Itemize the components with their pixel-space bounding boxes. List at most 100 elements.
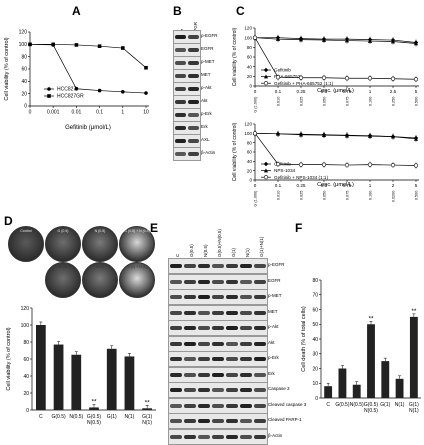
bar xyxy=(381,361,390,398)
band-label: p-Erk xyxy=(201,110,212,116)
blot-band xyxy=(254,310,266,315)
legend-label: HCC827GR xyxy=(57,94,84,100)
x-extra-label: 0.010 xyxy=(277,97,281,107)
band-label: Akt xyxy=(268,339,275,345)
y-tick-label: 120 xyxy=(21,306,30,312)
data-point xyxy=(298,75,304,80)
blot-band xyxy=(184,310,196,315)
band-label: Erk xyxy=(268,370,275,376)
y-tick-label: 0 xyxy=(249,84,252,89)
band-label: Caspase 3 xyxy=(268,386,290,391)
bar xyxy=(352,384,361,398)
x-extra-label: 0.025 xyxy=(300,97,304,107)
band-label: AXL xyxy=(201,136,210,142)
series-line xyxy=(255,37,417,43)
x-extra-label: 0.0200 xyxy=(392,191,396,203)
x-extra-label: 0.075 xyxy=(346,97,350,107)
band-label: Akt xyxy=(201,97,208,103)
data-point xyxy=(321,75,327,80)
data-point xyxy=(252,35,258,40)
blot-band xyxy=(175,73,186,78)
x-tick-label: N(0.5) xyxy=(350,402,364,408)
blot-band xyxy=(226,341,238,346)
blot-band xyxy=(226,357,238,361)
blot-band xyxy=(188,47,199,52)
bar xyxy=(395,378,404,398)
x-tick-label: 0.25 xyxy=(297,183,306,188)
y-tick-label: 50 xyxy=(312,322,318,328)
blot-band xyxy=(198,341,210,346)
y-tick-label: 100 xyxy=(244,131,252,136)
band-label: p-Erk xyxy=(268,355,279,360)
blot-band xyxy=(184,372,196,377)
band-label: EGFR xyxy=(268,277,281,283)
band-label: Cleaved PARP-1 xyxy=(268,417,302,422)
y-tick-label: 100 xyxy=(21,323,30,329)
blot-band xyxy=(240,388,252,392)
blot-band xyxy=(170,264,182,268)
blot-band xyxy=(175,86,186,91)
data-point xyxy=(28,42,32,47)
significance-mark: ** xyxy=(411,308,417,315)
legend-label: Gefitinib xyxy=(274,68,291,73)
blot-strip xyxy=(173,30,201,44)
blot-band xyxy=(254,419,266,423)
blot-band xyxy=(212,419,224,423)
x-tick-label: 0 xyxy=(29,110,32,116)
chart-c-bottom-viability: 0 20 40 60 80 100 120 0 0.1 0.25 0.5 0.75 1 2 5 G (1.00… xyxy=(232,122,419,207)
western-blot-b: HCC827HCC827GRp-EGFREGFRp-METMETp-AktAkt… xyxy=(171,18,233,161)
bar xyxy=(124,356,135,410)
x-tick-label: G(1) xyxy=(380,402,390,408)
blot-band xyxy=(212,310,224,315)
legend-label: Gefitinib + NPS-1034 (1:1) xyxy=(274,175,328,180)
x-tick-label: G(1) xyxy=(142,414,152,420)
y-tick-label: 60 xyxy=(247,55,253,60)
band-label: p-Akt xyxy=(201,84,212,90)
band-label: MET xyxy=(268,308,278,314)
y-tick-label: 20 xyxy=(247,74,253,79)
blot-band xyxy=(226,403,238,408)
legend-marker xyxy=(263,175,269,180)
blot-band xyxy=(184,357,196,361)
y-axis-label: Cell viability (% of control) xyxy=(232,122,238,181)
y-tick-label: 80 xyxy=(312,278,318,284)
bar xyxy=(142,408,153,410)
blot-band xyxy=(240,295,252,299)
y-axis-label: Cell viability (% of control) xyxy=(4,37,10,100)
blot-strip xyxy=(173,95,201,109)
chart-f-bar: 0 10 20 30 40 50 60 70 80 Cell death (% of total … xyxy=(301,278,421,414)
y-axis-label: Cell viability (% of control) xyxy=(232,27,238,86)
blot-band xyxy=(198,264,210,268)
blot-band xyxy=(175,112,186,117)
blot-band xyxy=(212,434,224,439)
blot-band xyxy=(198,403,210,408)
blot-strip xyxy=(173,121,201,135)
blot-band xyxy=(254,434,266,439)
colony-wells-d: Control G (0.5) N (0.5) G (0.5) + N (0.5) G … xyxy=(8,226,156,298)
x-tick-label: N(1) xyxy=(125,414,135,420)
culture-well: G (0.5) xyxy=(45,226,81,262)
y-axis-label: Cell viability (% of control) xyxy=(6,327,12,390)
y-tick-label: 80 xyxy=(23,340,29,346)
x-tick-label: C xyxy=(326,402,330,408)
y-tick-label: 100 xyxy=(244,35,252,40)
blot-band xyxy=(198,326,210,330)
blot-band xyxy=(188,73,199,78)
well-label: Control xyxy=(20,229,32,233)
y-tick-label: 100 xyxy=(19,42,28,48)
blot-band xyxy=(184,388,196,392)
data-point xyxy=(413,136,419,141)
blot-band xyxy=(188,60,199,65)
y-tick-label: 0 xyxy=(315,396,318,402)
blot-band xyxy=(212,264,224,268)
panel-letter-c: C xyxy=(236,4,245,18)
blot-band xyxy=(226,310,238,315)
bar xyxy=(338,368,347,398)
x-tick-label: 2 xyxy=(392,183,395,188)
x-extra-label: 0.250 xyxy=(392,97,396,107)
blot-band xyxy=(254,326,266,330)
blot-band xyxy=(226,264,238,268)
y-tick-label: 40 xyxy=(21,79,27,85)
data-point xyxy=(390,162,396,168)
blot-strip xyxy=(173,43,201,57)
